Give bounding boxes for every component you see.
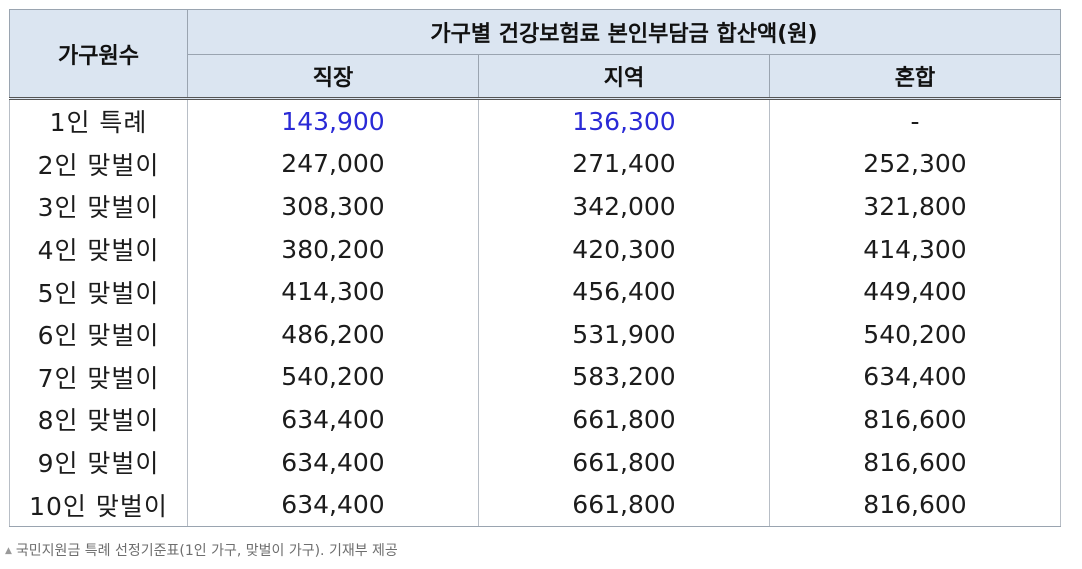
cell-mixed: 816,600 (769, 440, 1061, 484)
cell-regional: 420,300 (478, 227, 770, 271)
cell-employee: 247,000 (187, 142, 479, 186)
caption-text: 국민지원금 특례 선정기준표(1인 가구, 맞벌이 가구). 기재부 제공 (15, 543, 398, 559)
table-row: 2인 맞벌이 247,000 271,400 252,300 (9, 142, 1061, 186)
cell-mixed: - (769, 98, 1061, 143)
row-label: 3인 맞벌이 (9, 185, 188, 228)
header-mixed: 혼합 (769, 54, 1061, 100)
table-row: 5인 맞벌이 414,300 456,400 449,400 (9, 270, 1061, 313)
cell-employee: 540,200 (187, 355, 479, 399)
cell-mixed: 634,400 (769, 355, 1061, 399)
table-row: 4인 맞벌이 380,200 420,300 414,300 (9, 227, 1061, 271)
cell-mixed: 816,600 (769, 483, 1061, 527)
cell-regional: 661,800 (478, 398, 770, 441)
row-label: 7인 맞벌이 (9, 355, 188, 399)
cell-employee: 143,900 (187, 98, 479, 143)
cell-employee: 486,200 (187, 312, 479, 356)
cell-employee: 414,300 (187, 270, 479, 313)
row-label: 8인 맞벌이 (9, 398, 188, 441)
premium-table-container: 가구원수 가구별 건강보험료 본인부담금 합산액(원) 직장 지역 혼합 1인 … (9, 9, 1061, 527)
cell-mixed: 321,800 (769, 185, 1061, 228)
cell-regional: 583,200 (478, 355, 770, 399)
cell-mixed: 816,600 (769, 398, 1061, 441)
cell-employee: 380,200 (187, 227, 479, 271)
header-regional: 지역 (478, 54, 770, 100)
cell-regional: 271,400 (478, 142, 770, 186)
cell-regional: 456,400 (478, 270, 770, 313)
table-row: 6인 맞벌이 486,200 531,900 540,200 (9, 312, 1061, 356)
table-row: 7인 맞벌이 540,200 583,200 634,400 (9, 355, 1061, 399)
table-header: 가구원수 가구별 건강보험료 본인부담금 합산액(원) 직장 지역 혼합 (9, 9, 1061, 100)
cell-employee: 634,400 (187, 483, 479, 527)
row-label: 4인 맞벌이 (9, 227, 188, 271)
row-label: 1인 특례 (9, 98, 188, 143)
header-premium-group: 가구별 건강보험료 본인부담금 합산액(원) (187, 9, 1061, 55)
cell-regional: 531,900 (478, 312, 770, 356)
table-row: 3인 맞벌이 308,300 342,000 321,800 (9, 185, 1061, 228)
table-body: 1인 특례 143,900 136,300-2인 맞벌이 247,000 271,400… (9, 98, 1061, 527)
cell-regional: 136,300 (478, 98, 770, 143)
table-row: 9인 맞벌이 634,400 661,800 816,600 (9, 440, 1061, 484)
cell-regional: 661,800 (478, 440, 770, 484)
table-row: 10인 맞벌이 634,400 661,800 816,600 (9, 483, 1061, 527)
header-employee: 직장 (187, 54, 479, 100)
cell-mixed: 252,300 (769, 142, 1061, 186)
cell-regional: 342,000 (478, 185, 770, 228)
cell-employee: 308,300 (187, 185, 479, 228)
cell-mixed: 449,400 (769, 270, 1061, 313)
header-household-size: 가구원수 (9, 9, 188, 100)
cell-employee: 634,400 (187, 440, 479, 484)
cell-regional: 661,800 (478, 483, 770, 527)
table-row: 1인 특례 143,900 136,300- (9, 98, 1061, 143)
cell-mixed: 414,300 (769, 227, 1061, 271)
row-label: 10인 맞벌이 (9, 483, 188, 527)
table-row: 8인 맞벌이 634,400 661,800 816,600 (9, 398, 1061, 441)
premium-table: 가구원수 가구별 건강보험료 본인부담금 합산액(원) 직장 지역 혼합 1인 … (9, 9, 1061, 527)
row-label: 9인 맞벌이 (9, 440, 188, 484)
triangle-up-icon: ▲ (5, 546, 12, 556)
row-label: 2인 맞벌이 (9, 142, 188, 186)
cell-mixed: 540,200 (769, 312, 1061, 356)
row-label: 6인 맞벌이 (9, 312, 188, 356)
row-label: 5인 맞벌이 (9, 270, 188, 313)
cell-employee: 634,400 (187, 398, 479, 441)
figure-caption: ▲ 국민지원금 특례 선정기준표(1인 가구, 맞벌이 가구). 기재부 제공 (5, 540, 398, 560)
